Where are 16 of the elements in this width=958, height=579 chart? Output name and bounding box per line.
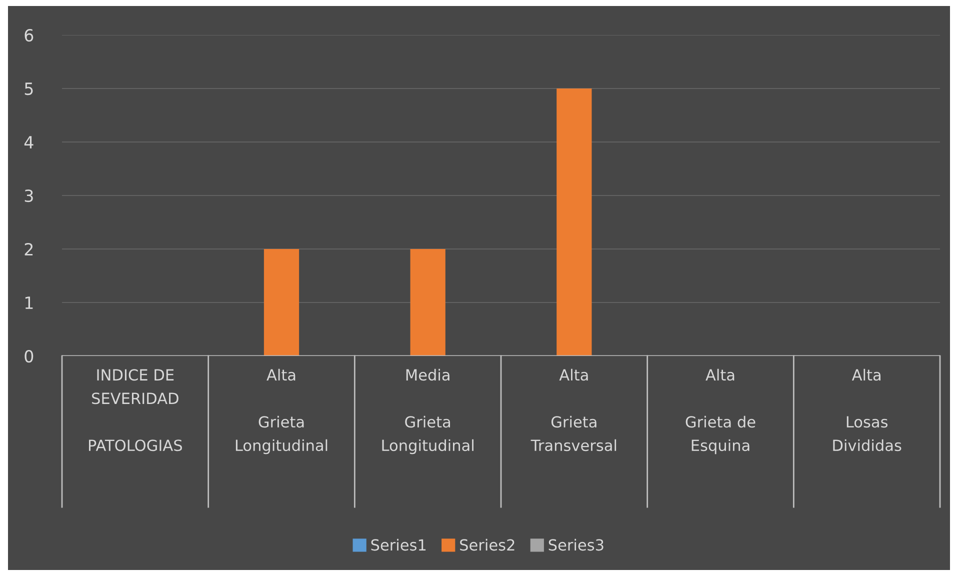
y-tick-label: 2 bbox=[24, 242, 33, 256]
y-tick-label: 5 bbox=[24, 82, 33, 96]
category-label: INDICE DE SEVERIDAD PATOLOGIAS bbox=[88, 369, 182, 452]
y-tick-label: 4 bbox=[24, 136, 34, 148]
y-tick-label: 0 bbox=[24, 350, 34, 363]
category-label: Alta Grieta Longitudinal bbox=[236, 368, 328, 454]
y-tick-label: 6 bbox=[24, 28, 34, 42]
y-tick-label: 3 bbox=[24, 189, 33, 202]
category-label: Alta Losas Divididas bbox=[833, 368, 902, 452]
category-label: Media Grieta Longitudinal bbox=[382, 368, 474, 454]
y-tick-label: 1 bbox=[25, 296, 33, 309]
category-label: Alta Grieta de Esquina bbox=[686, 368, 756, 454]
legend-label: Series1 bbox=[371, 538, 426, 551]
legend-label: Series3 bbox=[548, 538, 604, 551]
category-label: Alta Grieta Transversal bbox=[530, 368, 616, 452]
legend-label: Series2 bbox=[460, 538, 514, 551]
